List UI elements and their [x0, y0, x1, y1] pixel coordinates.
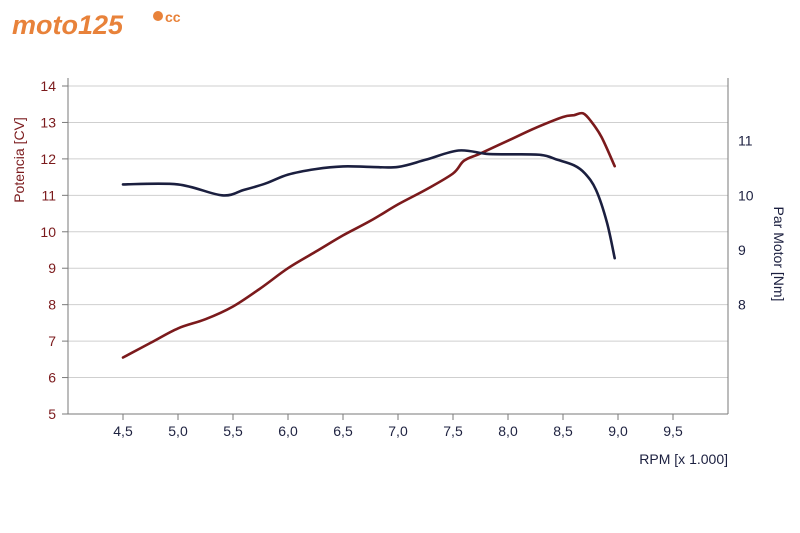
- y-axis-label-left: Potencia [CV]: [11, 117, 27, 203]
- right-tick-label: 11: [738, 133, 753, 149]
- x-tick-label: 5,0: [168, 423, 188, 439]
- series: [121, 111, 616, 359]
- left-tick-label: 12: [40, 151, 56, 167]
- y-axis-label-right: Par Motor [Nm]: [771, 207, 787, 302]
- left-tick-label: 14: [40, 78, 56, 94]
- left-tick-label: 7: [48, 333, 56, 349]
- x-tick-label: 8,5: [553, 423, 573, 439]
- x-tick-label: 9,0: [608, 423, 628, 439]
- x-tick-label: 7,0: [388, 423, 408, 439]
- left-tick-label: 13: [40, 114, 56, 130]
- logo-wordmark: moto125: [12, 10, 124, 40]
- left-tick-label: 8: [48, 297, 56, 313]
- right-tick-label: 8: [738, 297, 746, 313]
- x-tick-label: 6,5: [333, 423, 353, 439]
- right-tick-label: 9: [738, 242, 746, 258]
- left-tick-label: 10: [40, 224, 56, 240]
- right-axis-ticks: 8 9 10 11: [738, 133, 754, 313]
- x-tick-label: 5,5: [223, 423, 243, 439]
- logo-dot-icon: [153, 11, 163, 21]
- torque-series-line: [121, 149, 616, 260]
- grid: [68, 85, 728, 379]
- x-tick-label: 9,5: [663, 423, 683, 439]
- left-tick-label: 9: [48, 260, 56, 276]
- left-tick-label: 5: [48, 406, 56, 422]
- x-tick-label: 6,0: [278, 423, 298, 439]
- power-series-line: [121, 111, 616, 359]
- x-axis-ticks: 4,5 5,0 5,5 6,0 6,5 7,0 7,5 8,0 8,5 9,0 9,5: [113, 414, 683, 439]
- x-tick-label: 8,0: [498, 423, 518, 439]
- axes: [67, 78, 729, 415]
- x-axis-label: RPM [x 1.000]: [639, 451, 728, 467]
- left-tick-label: 6: [48, 370, 56, 386]
- x-tick-label: 4,5: [113, 423, 133, 439]
- right-tick-label: 10: [738, 187, 754, 203]
- left-tick-label: 11: [41, 187, 56, 203]
- logo-suffix: cc: [165, 9, 181, 25]
- left-axis-ticks: 5 6 7 8 9 10 11 12 13 14: [40, 78, 68, 422]
- moto125-logo: moto125 cc: [12, 9, 181, 40]
- x-tick-label: 7,5: [443, 423, 463, 439]
